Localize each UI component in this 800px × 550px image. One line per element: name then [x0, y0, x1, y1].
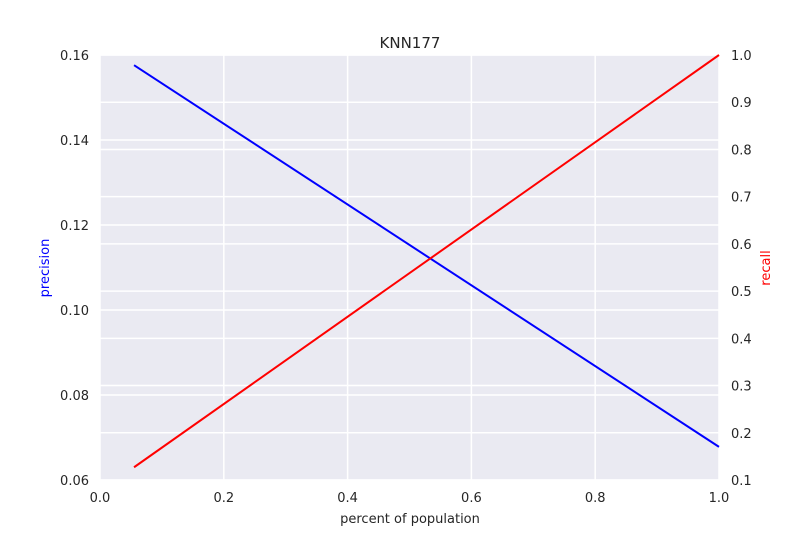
y-left-tick-label: 0.12	[60, 219, 89, 234]
series-layer	[133, 54, 720, 469]
y-left-tick-label: 0.10	[60, 304, 89, 319]
y-left-tick-labels: 0.06 0.08 0.10 0.12 0.14 0.16	[60, 49, 89, 489]
series-line-recall	[133, 54, 720, 469]
y-right-axis-label: recall	[759, 250, 774, 285]
x-tick-label: 0.2	[213, 491, 234, 506]
x-tick-labels: 0.0 0.2 0.4 0.6 0.8 1.0	[90, 491, 730, 506]
y-right-tick-label: 0.4	[731, 332, 752, 347]
x-tick-label: 0.6	[461, 491, 482, 506]
y-left-axis-label: precision	[38, 239, 53, 298]
chart-title: KNN177	[380, 34, 441, 52]
y-right-tick-label: 0.6	[731, 238, 752, 253]
x-tick-label: 0.0	[90, 491, 111, 506]
y-right-tick-label: 0.7	[731, 191, 752, 206]
x-tick-label: 1.0	[709, 491, 730, 506]
y-left-tick-label: 0.06	[60, 474, 89, 489]
y-right-tick-label: 0.3	[731, 380, 752, 395]
x-tick-label: 0.4	[337, 491, 358, 506]
plot-background	[100, 55, 719, 480]
y-right-tick-label: 0.9	[731, 96, 752, 111]
y-left-tick-label: 0.08	[60, 389, 89, 404]
y-right-tick-label: 0.2	[731, 427, 752, 442]
x-tick-label: 0.8	[585, 491, 606, 506]
y-right-tick-label: 1.0	[731, 49, 752, 64]
y-right-tick-label: 0.5	[731, 285, 752, 300]
y-left-tick-label: 0.14	[60, 134, 89, 149]
x-axis-label: percent of population	[340, 512, 480, 527]
y-left-tick-label: 0.16	[60, 49, 89, 64]
series-line-precision	[133, 64, 720, 448]
y-right-tick-label: 0.8	[731, 143, 752, 158]
grid-lines-x	[99, 55, 720, 480]
grid-lines-right	[100, 54, 719, 481]
y-right-tick-labels: 0.1 0.2 0.3 0.4 0.5 0.6 0.7 0.8 0.9 1.0	[731, 49, 752, 489]
y-right-tick-label: 0.1	[731, 474, 752, 489]
